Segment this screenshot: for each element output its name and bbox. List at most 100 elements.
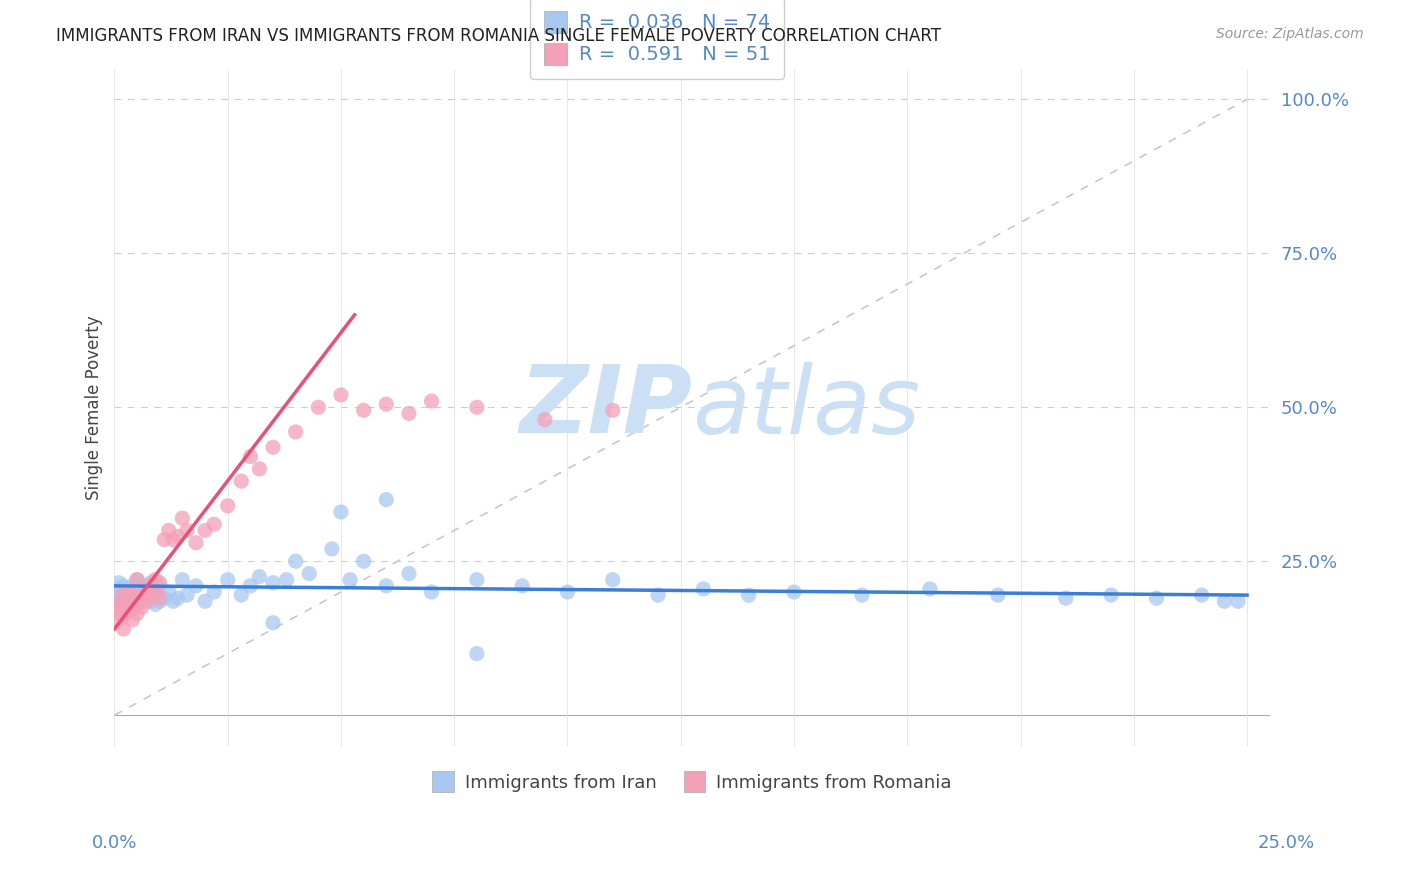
Point	[375, 397, 398, 411]
Point	[692, 582, 714, 596]
Point	[149, 579, 172, 593]
Point	[783, 585, 806, 599]
Point	[131, 591, 153, 606]
Point	[121, 579, 143, 593]
Point	[121, 600, 143, 615]
Point	[117, 594, 139, 608]
Point	[125, 607, 148, 621]
Point	[153, 533, 176, 547]
Point	[298, 566, 321, 581]
Point	[1099, 588, 1122, 602]
Point	[112, 598, 135, 612]
Point	[262, 615, 284, 630]
Point	[125, 573, 148, 587]
Point	[139, 575, 162, 590]
Point	[125, 598, 148, 612]
Point	[353, 554, 375, 568]
Point	[166, 591, 188, 606]
Point	[108, 607, 131, 621]
Point	[112, 585, 135, 599]
Legend: Immigrants from Iran, Immigrants from Romania: Immigrants from Iran, Immigrants from Ro…	[420, 758, 965, 805]
Point	[1191, 588, 1213, 602]
Point	[247, 462, 270, 476]
Point	[162, 533, 184, 547]
Point	[139, 585, 162, 599]
Point	[117, 588, 139, 602]
Point	[1213, 594, 1236, 608]
Point	[139, 579, 162, 593]
Point	[143, 573, 166, 587]
Point	[239, 450, 262, 464]
Point	[108, 594, 131, 608]
Point	[112, 609, 135, 624]
Point	[647, 588, 669, 602]
Point	[166, 530, 188, 544]
Point	[217, 499, 239, 513]
Point	[143, 585, 166, 599]
Point	[602, 403, 624, 417]
Text: IMMIGRANTS FROM IRAN VS IMMIGRANTS FROM ROMANIA SINGLE FEMALE POVERTY CORRELATIO: IMMIGRANTS FROM IRAN VS IMMIGRANTS FROM …	[56, 27, 941, 45]
Point	[125, 598, 148, 612]
Point	[135, 585, 157, 599]
Point	[194, 594, 217, 608]
Point	[231, 588, 253, 602]
Point	[339, 573, 361, 587]
Point	[121, 588, 143, 602]
Point	[737, 588, 759, 602]
Point	[172, 573, 194, 587]
Point	[353, 403, 375, 417]
Point	[112, 598, 135, 612]
Y-axis label: Single Female Poverty: Single Female Poverty	[86, 315, 103, 500]
Point	[108, 600, 131, 615]
Point	[194, 524, 217, 538]
Point	[112, 591, 135, 606]
Text: Source: ZipAtlas.com: Source: ZipAtlas.com	[1216, 27, 1364, 41]
Point	[112, 585, 135, 599]
Point	[465, 401, 488, 415]
Point	[162, 594, 184, 608]
Point	[262, 440, 284, 454]
Point	[157, 585, 180, 599]
Point	[117, 603, 139, 617]
Point	[112, 622, 135, 636]
Point	[117, 594, 139, 608]
Point	[108, 575, 131, 590]
Point	[375, 579, 398, 593]
Point	[202, 517, 225, 532]
Point	[139, 591, 162, 606]
Point	[262, 575, 284, 590]
Point	[329, 388, 352, 402]
Point	[121, 591, 143, 606]
Point	[239, 579, 262, 593]
Point	[231, 474, 253, 488]
Point	[398, 406, 420, 420]
Point	[125, 573, 148, 587]
Point	[176, 588, 198, 602]
Point	[125, 591, 148, 606]
Point	[149, 575, 172, 590]
Point	[143, 585, 166, 599]
Point	[153, 591, 176, 606]
Point	[108, 582, 131, 596]
Point	[1146, 591, 1168, 606]
Point	[284, 425, 307, 439]
Point	[987, 588, 1010, 602]
Point	[1054, 591, 1077, 606]
Point	[135, 594, 157, 608]
Point	[135, 579, 157, 593]
Text: ZIP: ZIP	[519, 361, 692, 453]
Point	[602, 573, 624, 587]
Point	[375, 492, 398, 507]
Point	[247, 569, 270, 583]
Point	[851, 588, 873, 602]
Point	[117, 585, 139, 599]
Point	[918, 582, 941, 596]
Point	[202, 585, 225, 599]
Point	[172, 511, 194, 525]
Point	[398, 566, 420, 581]
Point	[465, 647, 488, 661]
Point	[108, 588, 131, 602]
Point	[307, 401, 329, 415]
Point	[157, 524, 180, 538]
Point	[121, 598, 143, 612]
